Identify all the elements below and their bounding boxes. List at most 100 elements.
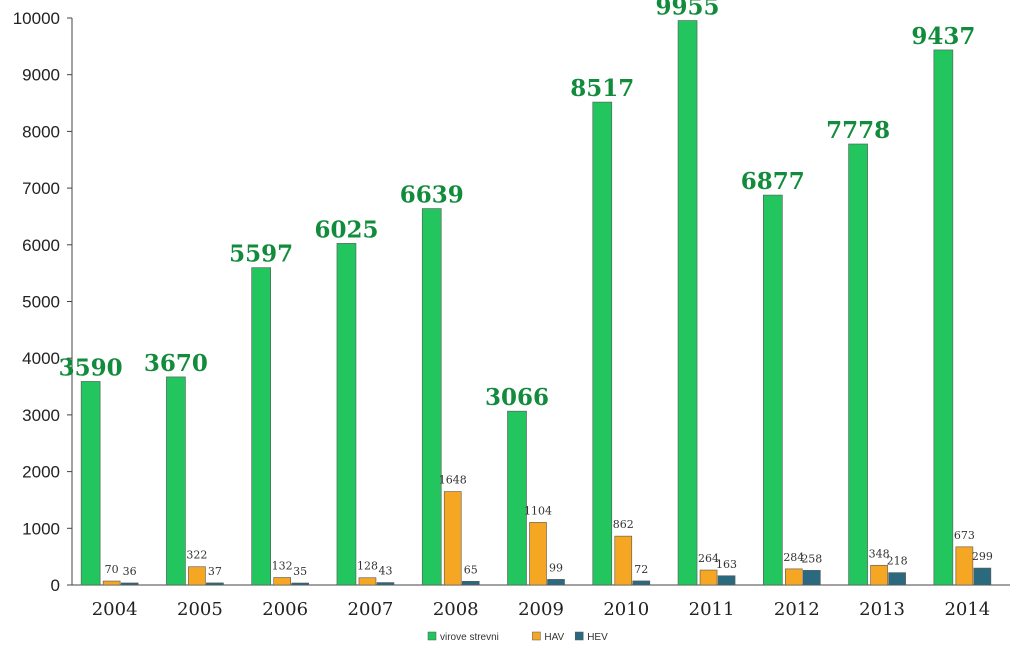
bar-hav (273, 577, 291, 586)
bar-virove-strevni (592, 101, 613, 586)
data-label: 264 (698, 552, 719, 565)
x-tick-label: 2005 (177, 599, 223, 620)
y-tick-label: 9000 (22, 66, 60, 85)
data-label: 65 (464, 563, 478, 576)
data-label: 862 (613, 518, 634, 531)
data-label: 284 (783, 551, 804, 564)
data-label: 8517 (570, 75, 634, 102)
bar-hav (870, 564, 888, 586)
y-tick-label: 7000 (22, 179, 60, 198)
legend-swatch (574, 631, 584, 641)
legend-swatch (532, 631, 541, 641)
x-tick-label: 2010 (603, 599, 649, 620)
bar-hav (102, 580, 121, 586)
data-label: 36 (123, 565, 137, 578)
data-label: 6025 (314, 216, 378, 243)
data-label: 6639 (400, 182, 464, 209)
data-label: 3066 (485, 384, 549, 411)
bar-hev (547, 579, 565, 586)
bar-virove-strevni (336, 243, 357, 586)
bar-hev (717, 575, 736, 586)
bar-hav (699, 569, 718, 586)
x-tick-label: 2013 (859, 599, 905, 620)
data-label: 43 (378, 565, 392, 578)
bar-hev (803, 570, 821, 586)
bar-hev (120, 582, 139, 586)
x-tick-label: 2008 (433, 599, 479, 620)
bar-virove-strevni (507, 410, 527, 586)
data-label: 322 (186, 549, 207, 562)
x-tick-label: 2014 (944, 599, 990, 620)
bars (80, 20, 992, 586)
legend: virove strevni HAV HEV (427, 631, 608, 643)
x-tick-label: 2012 (774, 599, 820, 620)
axes (71, 18, 1010, 586)
data-label: 35 (293, 565, 307, 578)
bar-virove-strevni (166, 376, 186, 586)
data-label: 673 (954, 529, 975, 542)
data-label: 218 (887, 555, 908, 568)
data-label: 258 (801, 552, 822, 565)
bar-virove-strevni (848, 143, 868, 586)
y-tick-label: 3000 (22, 406, 60, 425)
bar-hav (358, 577, 377, 586)
bar-hev (291, 582, 309, 586)
legend-swatch (427, 631, 437, 641)
bar-hav (955, 546, 974, 586)
y-tick-label: 6000 (22, 236, 60, 255)
bar-virove-strevni (251, 267, 271, 586)
data-label: 1648 (439, 474, 467, 487)
data-label: 348 (869, 547, 890, 560)
data-label: 3670 (144, 350, 208, 377)
data-label: 72 (634, 563, 648, 576)
y-tick-label: 1000 (22, 519, 60, 538)
bar-virove-strevni (763, 194, 783, 586)
data-label: 128 (357, 560, 378, 573)
data-label: 9437 (911, 23, 975, 50)
bar-hav (443, 491, 462, 586)
legend-label: virove strevni (440, 632, 499, 643)
data-label: 6877 (741, 168, 805, 195)
bar-virove-strevni (933, 49, 954, 586)
bar-hev (206, 582, 224, 586)
bar-virove-strevni (677, 20, 698, 586)
data-label: 9955 (656, 0, 720, 21)
bar-virove-strevni (421, 208, 442, 586)
bar-hev (973, 567, 992, 586)
data-label: 37 (208, 565, 222, 578)
bar-hav (529, 522, 547, 586)
y-tick-label: 8000 (22, 122, 60, 141)
bar-virove-strevni (80, 381, 101, 586)
x-tick-label: 2006 (262, 599, 308, 620)
x-tick-label: 2007 (348, 599, 394, 620)
y-tick-label: 5000 (22, 293, 60, 312)
bar-hav (785, 568, 803, 586)
data-label: 132 (272, 560, 293, 573)
data-label: 163 (716, 558, 737, 571)
bar-hev (461, 581, 480, 586)
bar-hav (614, 535, 633, 586)
data-label: 7778 (826, 117, 890, 144)
legend-label: HEV (587, 632, 608, 643)
y-tick-label: 4000 (22, 349, 60, 368)
data-label: 3590 (59, 354, 123, 381)
x-axis-ticks: 2004 2005 2006 2007 2008 2009 2010 2011 2012 2013… (92, 599, 991, 620)
data-label: 299 (972, 550, 993, 563)
bar-hev (632, 580, 651, 586)
bar-hav (188, 566, 206, 586)
legend-label: HAV (544, 632, 564, 643)
bar-hev (888, 572, 906, 586)
bar-hev (376, 582, 395, 586)
data-label: 1104 (524, 504, 552, 517)
x-tick-label: 2011 (689, 599, 735, 620)
y-tick-label: 10000 (13, 9, 60, 28)
y-tick-label: 0 (51, 576, 60, 595)
data-label: 5597 (229, 241, 293, 268)
x-tick-label: 2009 (518, 599, 564, 620)
y-axis-ticks: 0 1000 2000 3000 4000 5000 6000 7000 8000 9000 100… (13, 9, 72, 595)
data-label: 70 (105, 563, 119, 576)
data-label: 99 (549, 561, 563, 574)
y-tick-label: 2000 (22, 463, 60, 482)
